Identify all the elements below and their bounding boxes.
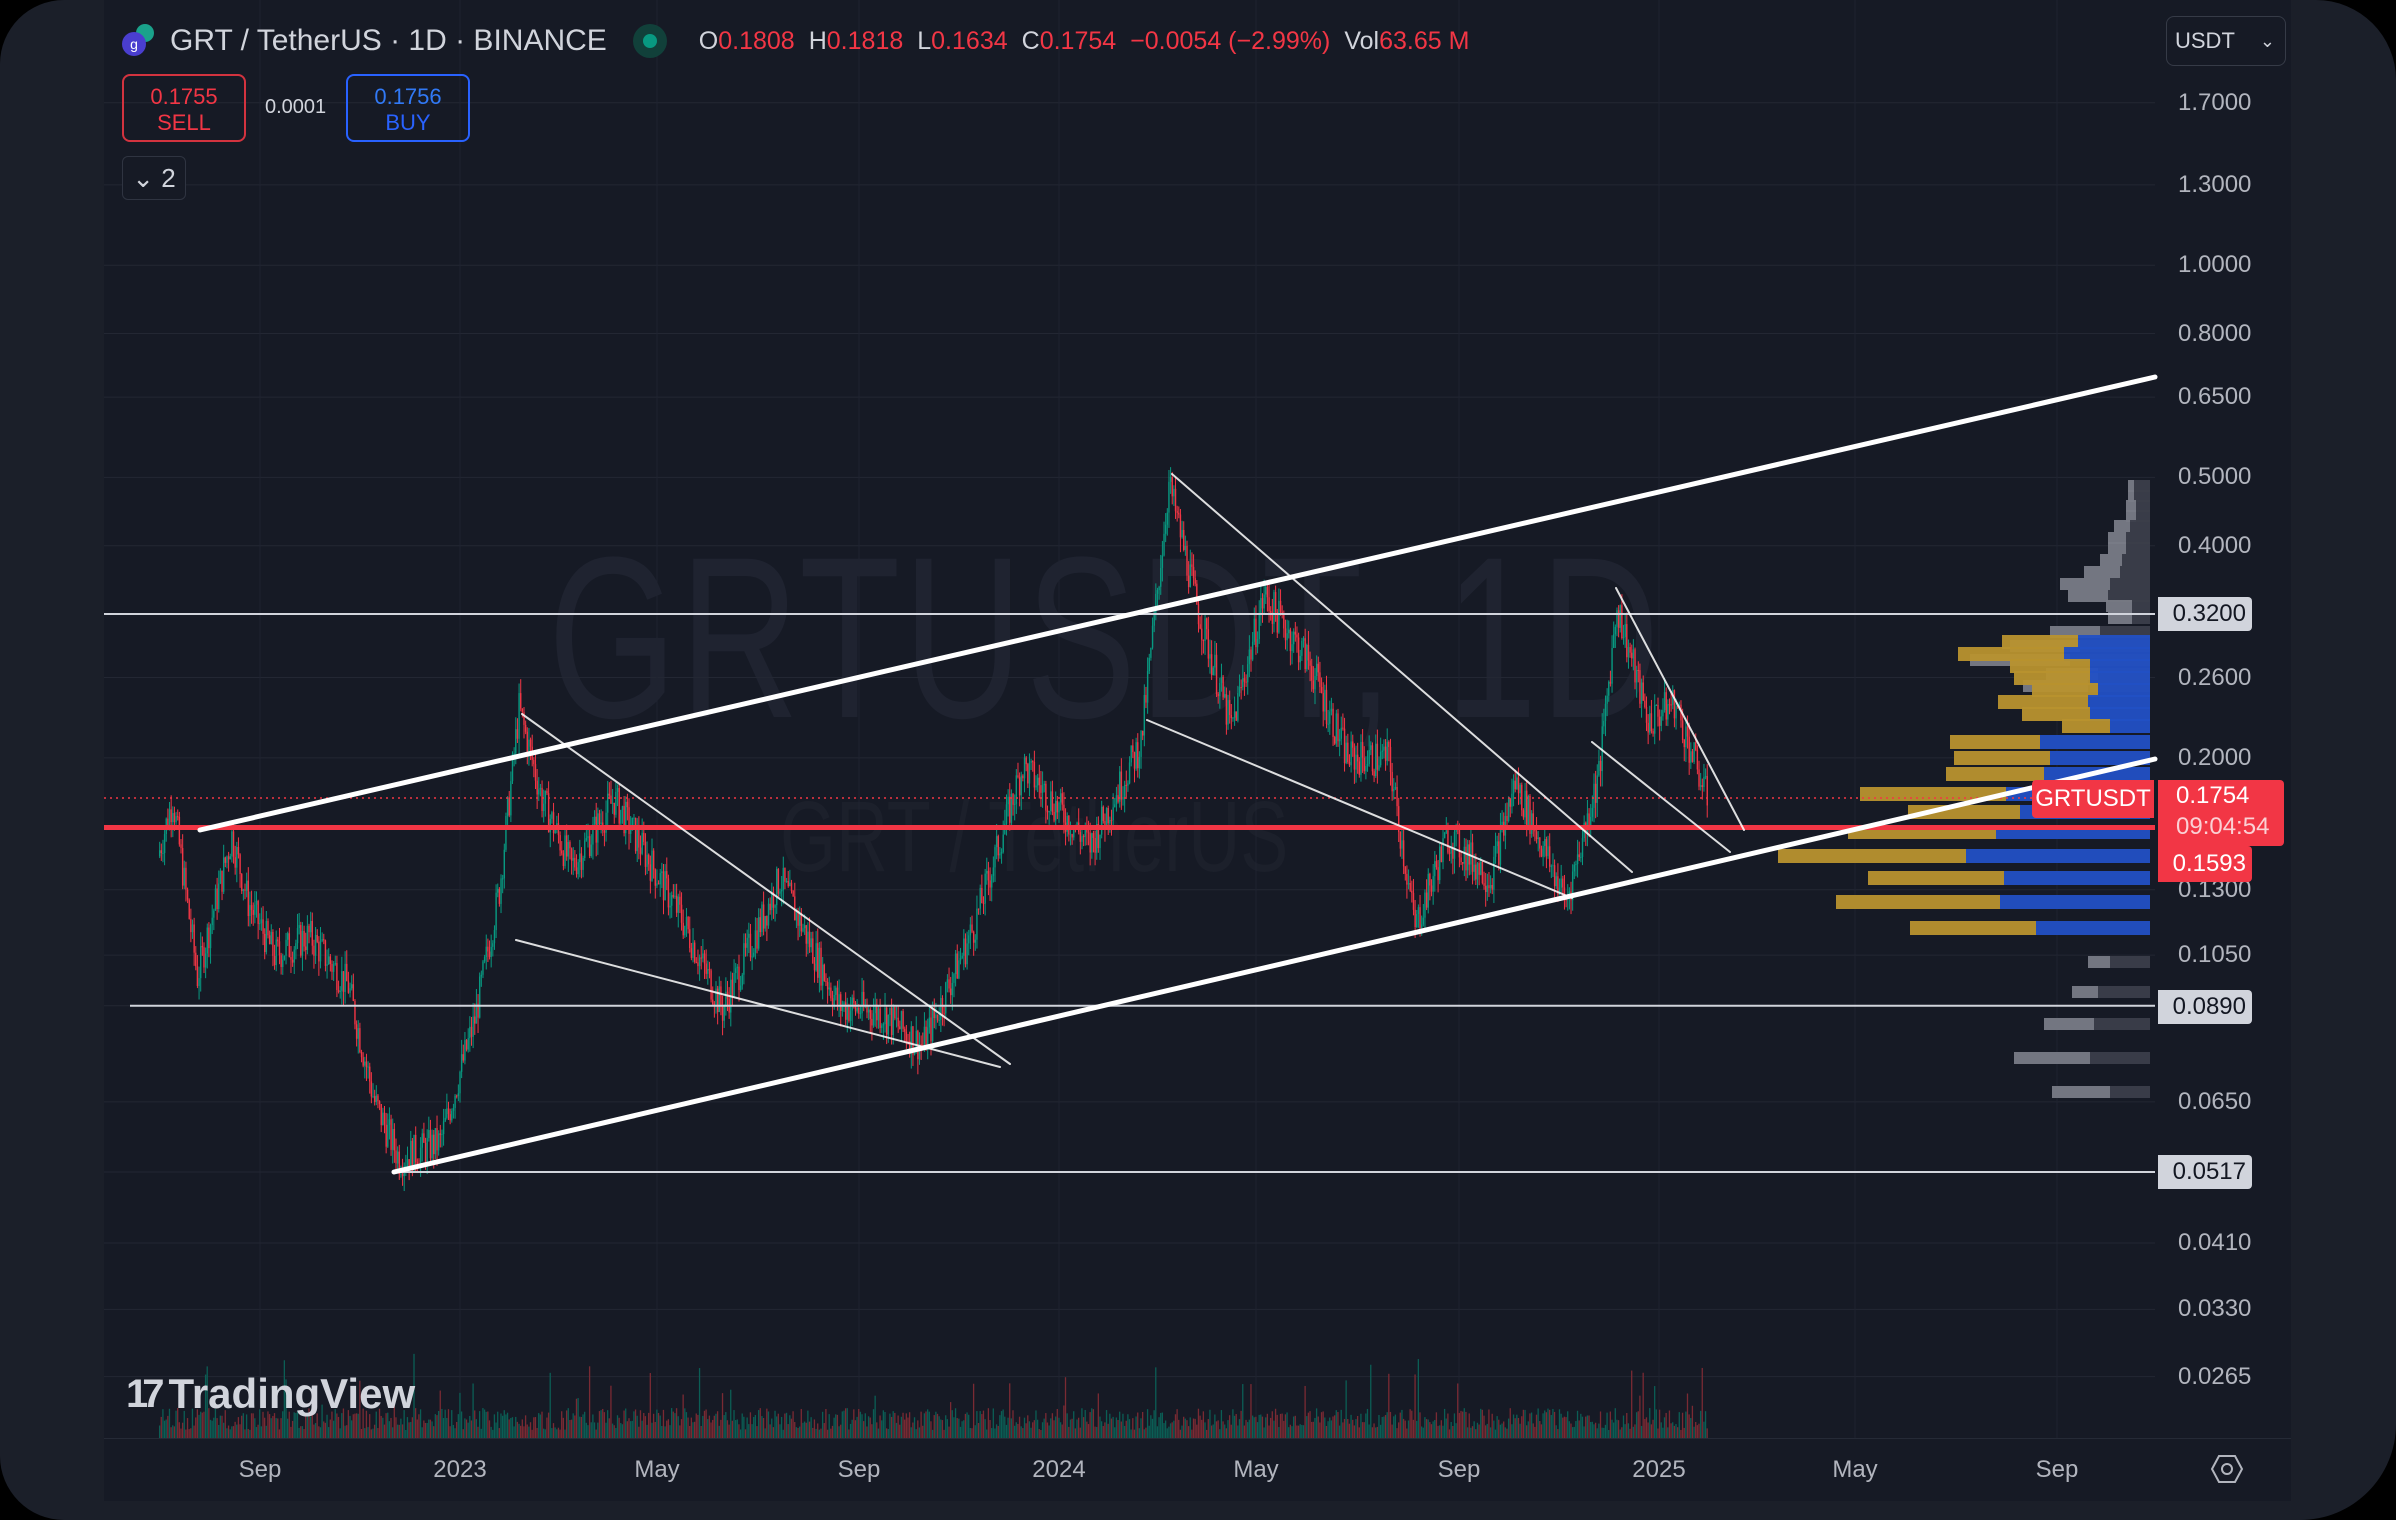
volume-value: 63.65 M	[1379, 26, 1470, 55]
time-tick-label: May	[1832, 1456, 1878, 1483]
price-tick-label: 0.6500	[2178, 383, 2252, 411]
currency-value: USDT	[2175, 28, 2235, 53]
price-tick-label: 0.5000	[2178, 463, 2252, 491]
symbol-watermark: GRTUSDT, 1D	[548, 509, 1663, 766]
description-watermark: GRT / TetherUS	[780, 781, 1289, 893]
tradingview-mark-icon: 17	[126, 1371, 164, 1416]
bar-countdown: 09:04:54	[2176, 813, 2270, 840]
symbol-header: g GRT / TetherUS · 1D · BINANCE O0.1808 …	[122, 18, 1469, 64]
low-label: L	[917, 26, 932, 55]
open-label: O	[698, 26, 719, 55]
grt-logo-icon: g	[122, 22, 160, 60]
last-price-label: 0.1754 09:04:54	[2158, 780, 2284, 846]
tradingview-logo[interactable]: 17 TradingView	[126, 1370, 415, 1418]
price-tick-label: 0.0410	[2178, 1228, 2252, 1256]
level-label-01593[interactable]: 0.1593	[2158, 846, 2252, 882]
currency-select[interactable]: USDT ⌄	[2166, 16, 2286, 66]
price-tick-label: 0.0650	[2178, 1087, 2252, 1115]
time-axis[interactable]	[104, 1438, 2291, 1501]
time-tick-label: May	[1233, 1456, 1279, 1483]
spread-value: 0.0001	[265, 96, 327, 118]
level-label-0320[interactable]: 0.3200	[2158, 597, 2252, 631]
price-tick-label: 0.0330	[2178, 1295, 2252, 1323]
low-value: 0.1634	[931, 26, 1008, 55]
sell-button[interactable]: 0.1755 SELL	[122, 74, 246, 142]
time-tick-label: Sep	[238, 1456, 282, 1483]
level-label-00517[interactable]: 0.0517	[2158, 1155, 2252, 1189]
time-tick-label: 2023	[433, 1456, 487, 1483]
close-label: C	[1021, 26, 1040, 55]
sell-price: 0.1755	[150, 84, 218, 109]
price-tick-label: 0.2600	[2178, 663, 2252, 691]
market-open-status-icon	[632, 24, 667, 58]
buy-label: BUY	[385, 110, 431, 135]
chart-settings-icon[interactable]	[2210, 1452, 2244, 1486]
price-tick-label: 0.1050	[2178, 941, 2252, 969]
last-price: 0.1754	[2176, 782, 2250, 809]
price-tick-label: 1.0000	[2178, 251, 2252, 279]
price-tick-label: 0.8000	[2178, 319, 2252, 347]
level-label-0089[interactable]: 0.0890	[2158, 990, 2252, 1024]
indicators-toggle-button[interactable]: ⌄ 2	[122, 156, 186, 200]
high-value: 0.1818	[826, 26, 904, 55]
buy-price: 0.1756	[374, 84, 442, 109]
price-tick-label: 1.7000	[2178, 88, 2252, 116]
sell-label: SELL	[157, 110, 211, 135]
buy-button[interactable]: 0.1756 BUY	[346, 74, 470, 142]
tradingview-wordmark: TradingView	[168, 1370, 416, 1417]
close-value: 0.1754	[1039, 26, 1117, 55]
time-tick-label: Sep	[1437, 1456, 1481, 1483]
symbol-price-tag: GRTUSDT	[2032, 780, 2154, 818]
time-tick-label: Sep	[837, 1456, 881, 1483]
indicator-count: 2	[161, 163, 176, 193]
time-tick-label: Sep	[2035, 1456, 2079, 1483]
price-tick-label: 1.3000	[2178, 170, 2252, 198]
time-tick-label: 2024	[1032, 1456, 1086, 1483]
volume-label: Vol	[1344, 26, 1380, 55]
open-value: 0.1808	[718, 26, 795, 55]
price-tick-label: 0.0265	[2178, 1362, 2252, 1390]
time-tick-label: May	[634, 1456, 680, 1483]
price-tick-label: 0.4000	[2178, 531, 2252, 559]
high-label: H	[808, 26, 827, 55]
price-tick-label: 0.2000	[2178, 743, 2252, 771]
time-tick-label: 2025	[1632, 1456, 1686, 1483]
ohlc-legend: O0.1808 H0.1818 L0.1634 C0.1754 −0.0054 …	[699, 27, 1470, 56]
chevron-down-icon: ⌄	[2259, 31, 2275, 51]
change-value: −0.0054 (−2.99%)	[1130, 26, 1331, 55]
symbol-title[interactable]: GRT / TetherUS · 1D · BINANCE	[170, 24, 607, 57]
price-axis[interactable]	[2155, 0, 2291, 1500]
chart-pane[interactable]	[104, 0, 2155, 1438]
chevron-down-icon: ⌄	[132, 163, 155, 193]
